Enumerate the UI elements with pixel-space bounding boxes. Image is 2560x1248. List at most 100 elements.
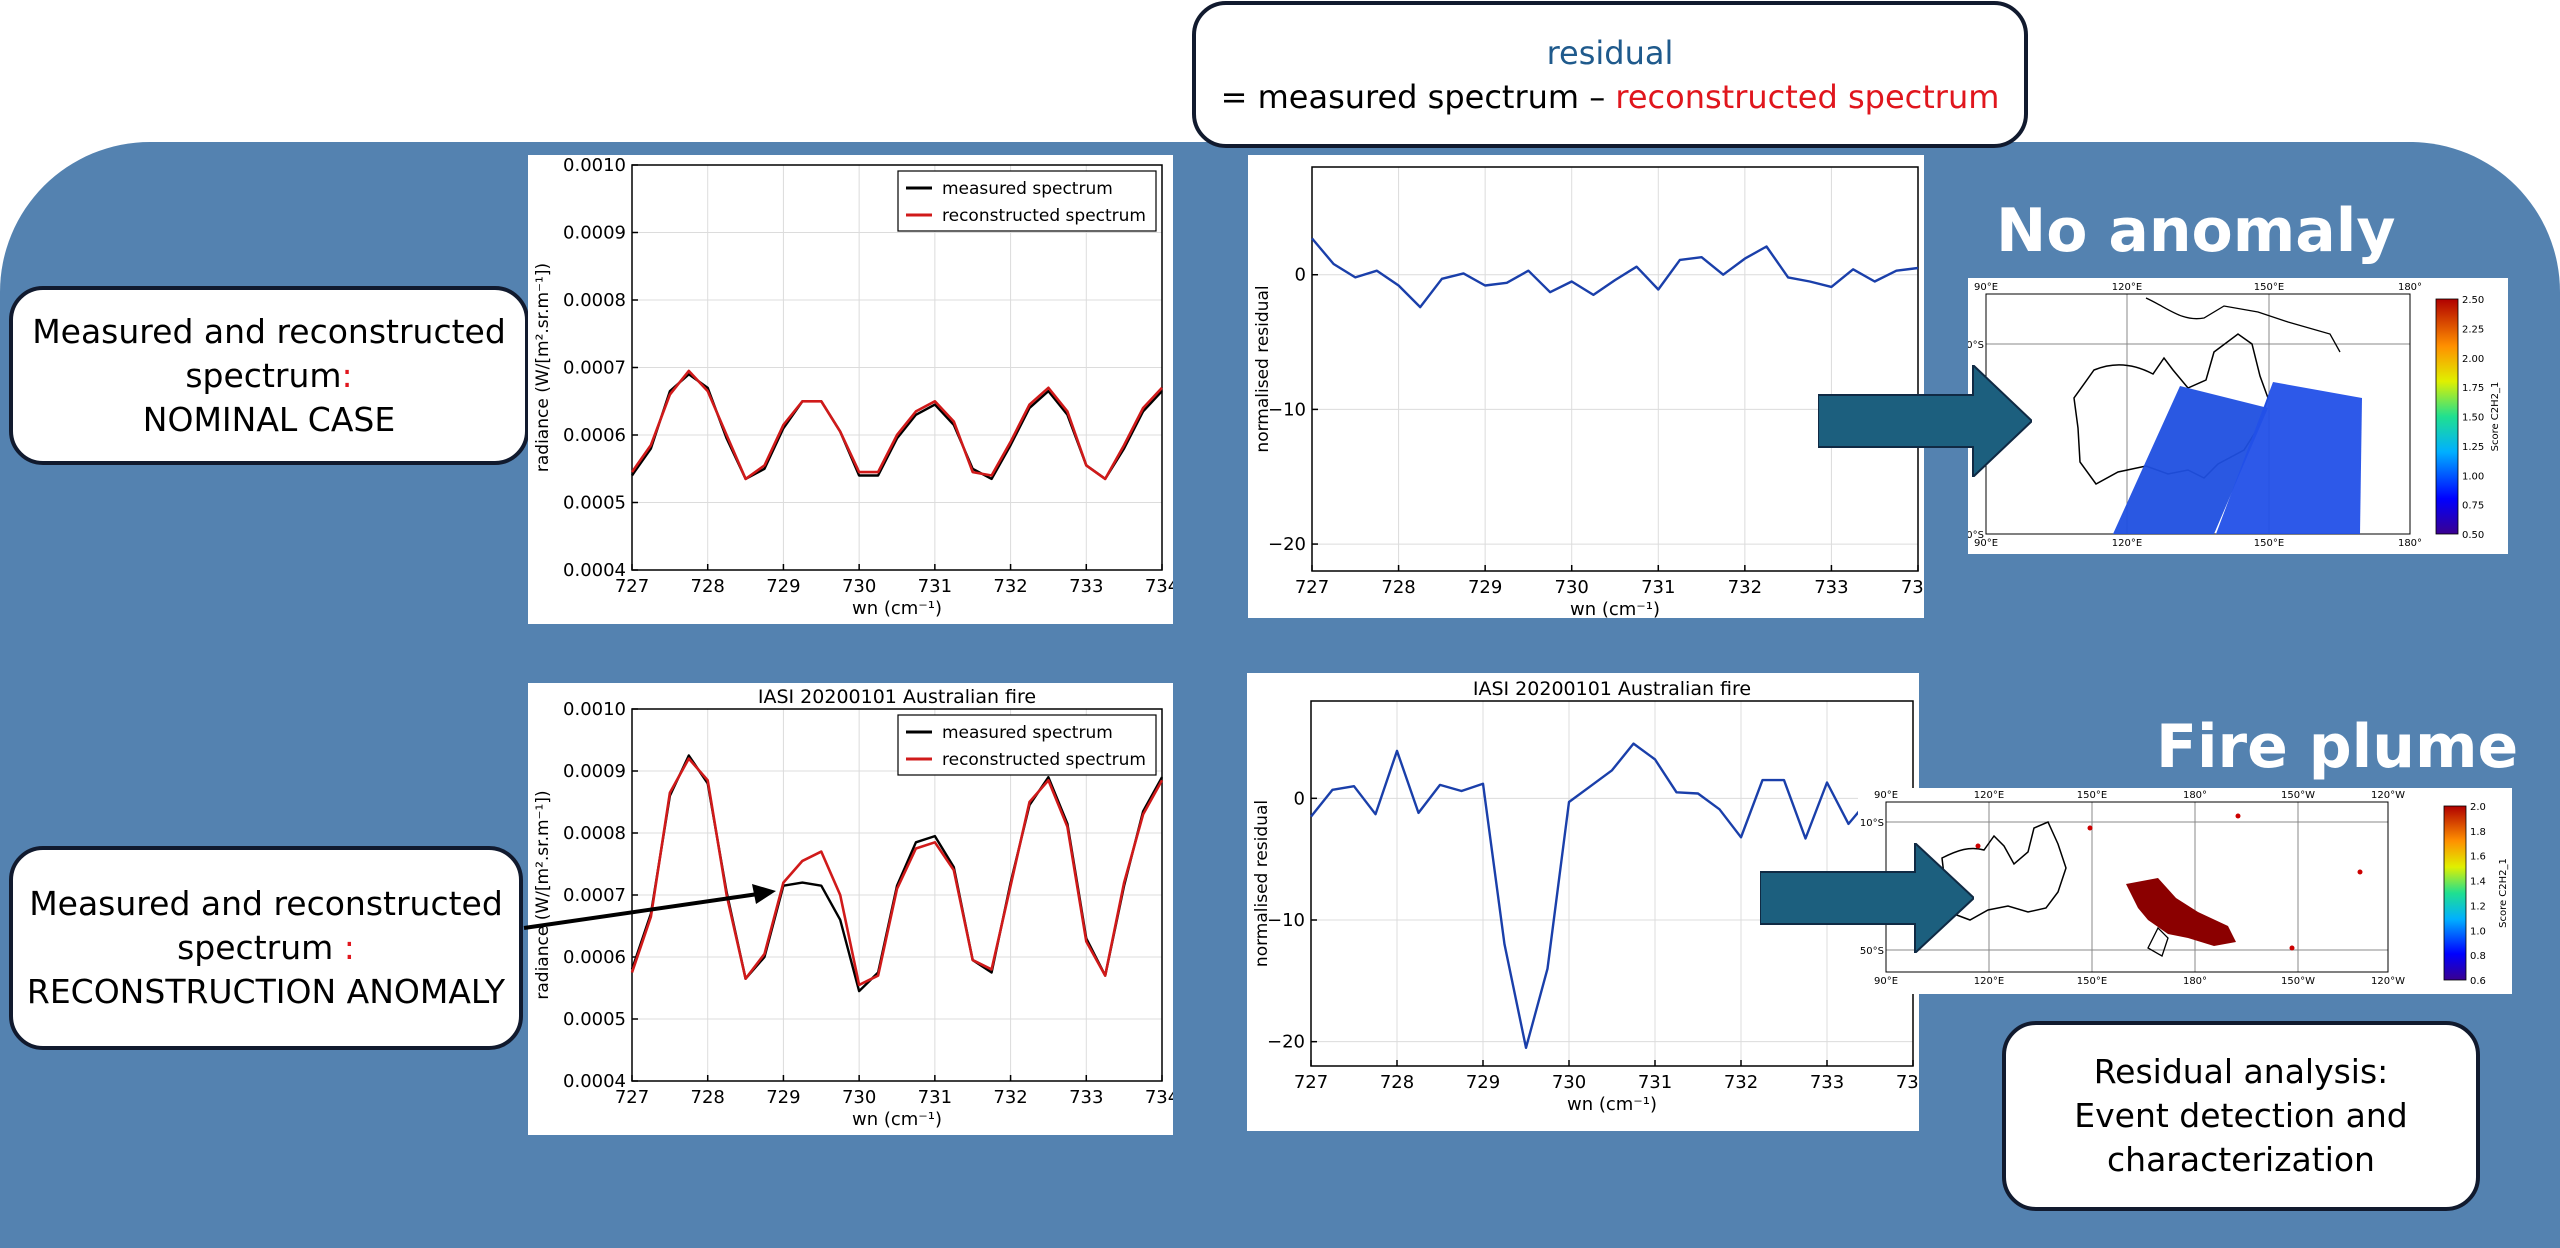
map-lat-label: 10°S bbox=[1968, 340, 1984, 351]
nominal-line2-colon: : bbox=[341, 355, 353, 395]
colorbar-tick-label: 1.2 bbox=[2470, 901, 2486, 912]
plot-frame bbox=[1311, 166, 1919, 572]
legend-label: reconstructed spectrum bbox=[942, 206, 1146, 226]
y-tick-label: 0.0010 bbox=[563, 699, 626, 720]
series-line-residual bbox=[1310, 742, 1914, 1049]
x-tick-label: 732 bbox=[1724, 1072, 1758, 1093]
x-tick-label: 730 bbox=[842, 1087, 876, 1108]
y-tick-label: 0.0004 bbox=[563, 1071, 626, 1092]
colorbar-tick-label: 0.6 bbox=[2470, 976, 2486, 987]
formula-line: = measured spectrum – reconstructed spec… bbox=[1221, 75, 2000, 119]
anomaly-line2-text: spectrum bbox=[177, 928, 344, 967]
legend-label: measured spectrum bbox=[942, 723, 1113, 743]
y-tick-label: 0 bbox=[1295, 265, 1306, 286]
colorbar-tick-label: 0.8 bbox=[2470, 951, 2486, 962]
x-axis-label: wn (cm⁻¹) bbox=[1567, 1094, 1657, 1115]
map-lon-label: 180° bbox=[2183, 976, 2207, 987]
map-lat-label: 50°S bbox=[1968, 530, 1984, 541]
y-tick-label: 0.0005 bbox=[563, 493, 626, 514]
x-tick-label: 731 bbox=[1641, 577, 1675, 598]
y-tick-label: 0.0009 bbox=[563, 761, 626, 782]
series-line-measured-spectrum bbox=[631, 373, 1163, 481]
chart-title: IASI 20200101 Australian fire bbox=[758, 686, 1036, 708]
map-lon-label: 120°E bbox=[1974, 976, 2004, 987]
x-tick-label: 732 bbox=[1728, 577, 1762, 598]
arrow-to-no-anomaly-map bbox=[1818, 365, 2032, 477]
x-tick-label: 733 bbox=[1069, 1087, 1103, 1108]
colorbar-tick-label: 2.0 bbox=[2470, 802, 2486, 813]
x-tick-label: 728 bbox=[1381, 577, 1415, 598]
x-tick-label: 728 bbox=[1380, 1072, 1414, 1093]
no-anomaly-title: No anomaly bbox=[1996, 196, 2396, 266]
new-zealand-coastline bbox=[2147, 926, 2169, 957]
x-tick-label: 730 bbox=[1552, 1072, 1586, 1093]
colorbar-tick-label: 0.50 bbox=[2462, 530, 2484, 541]
pointer-head bbox=[752, 884, 776, 904]
nominal-case-callout: Measured and reconstructed spectrum: NOM… bbox=[9, 286, 529, 465]
legend-box bbox=[897, 170, 1157, 232]
y-tick-label: 0.0007 bbox=[563, 885, 626, 906]
y-tick-label: 0.0008 bbox=[563, 290, 626, 311]
x-tick-label: 732 bbox=[993, 1087, 1027, 1108]
map-lon-label: 150°W bbox=[2281, 976, 2315, 987]
legend-box bbox=[897, 714, 1157, 776]
colorbar-tick-label: 1.00 bbox=[2462, 471, 2484, 482]
anomaly-point bbox=[2235, 813, 2241, 819]
anomaly-line2-colon: : bbox=[343, 928, 355, 967]
nominal-line2-text: spectrum bbox=[185, 355, 342, 395]
anomaly-callout: Measured and reconstructed spectrum : RE… bbox=[9, 846, 523, 1050]
nominal-line3: NOMINAL CASE bbox=[142, 399, 396, 439]
x-axis-label: wn (cm⁻¹) bbox=[852, 1109, 942, 1130]
series-line-reconstructed-spectrum bbox=[630, 757, 1164, 987]
y-tick-label: −20 bbox=[1268, 534, 1306, 555]
x-tick-label: 734 bbox=[1145, 1087, 1173, 1108]
colorbar-tick-label: 1.4 bbox=[2470, 877, 2486, 888]
map-lat-label: 50°S bbox=[1860, 946, 1884, 957]
anomaly-line2: spectrum : bbox=[177, 926, 355, 970]
colorbar-tick-label: 2.25 bbox=[2462, 324, 2484, 335]
colorbar-label: Score C2H2_1 bbox=[2490, 382, 2501, 452]
australia-coastline bbox=[1941, 821, 2067, 921]
residual-nominal-chart: 727 728 729 730 731 732 733 734 −20 −10 0 wn (cm⁻¹)… bbox=[1248, 155, 1924, 618]
x-tick-label: 730 bbox=[1555, 577, 1589, 598]
x-tick-label: 728 bbox=[691, 576, 725, 597]
arrow-shape bbox=[1818, 365, 2032, 477]
x-tick-label: 731 bbox=[1638, 1072, 1672, 1093]
y-tick-label: −10 bbox=[1268, 399, 1306, 420]
map-lon-label: 180° bbox=[2398, 538, 2422, 549]
spectrum-fire-svg: IASI 20200101 Australian fire 727 728 729 73… bbox=[533, 686, 1173, 1130]
y-axis-label: radiance (W/[m².sr.m⁻¹]) bbox=[533, 263, 553, 472]
x-tick-label: 727 bbox=[615, 1087, 649, 1108]
residual-formula-box: residual = measured spectrum – reconstru… bbox=[1192, 1, 2028, 148]
residual-analysis-line2: Event detection and bbox=[2074, 1096, 2408, 1135]
x-tick-label: 731 bbox=[918, 576, 952, 597]
x-axis-label: wn (cm⁻¹) bbox=[852, 598, 942, 619]
colorbar bbox=[2435, 298, 2459, 535]
australia-coastline bbox=[2073, 333, 2269, 485]
colorbar bbox=[2443, 805, 2467, 981]
series-line-residual bbox=[1311, 237, 1919, 309]
colorbar-tick-label: 1.50 bbox=[2462, 413, 2484, 424]
y-tick-label: 0.0007 bbox=[563, 358, 626, 379]
y-tick-label: 0 bbox=[1294, 788, 1305, 809]
x-tick-label: 731 bbox=[918, 1087, 952, 1108]
y-tick-label: 0.0009 bbox=[563, 223, 626, 244]
y-tick-label: 0.0006 bbox=[563, 425, 626, 446]
y-tick-label: 0.0005 bbox=[563, 1009, 626, 1030]
legend-label: measured spectrum bbox=[942, 179, 1113, 199]
x-tick-label: 727 bbox=[1294, 1072, 1328, 1093]
map-lon-label: 120°E bbox=[2112, 282, 2142, 293]
y-tick-label: 0.0008 bbox=[563, 823, 626, 844]
colorbar-tick-label: 1.25 bbox=[2462, 442, 2484, 453]
anomaly-line3: RECONSTRUCTION ANOMALY bbox=[26, 972, 506, 1011]
plot-frame bbox=[631, 708, 1163, 1082]
satellite-swath bbox=[2216, 382, 2362, 534]
residual-term: residual bbox=[1546, 33, 1674, 72]
no-anomaly-map: 90°E 90°E 120°E 120°E 150°E 150°E 180° 180° 10°S… bbox=[1960, 278, 2508, 554]
pointer-line bbox=[523, 892, 759, 930]
map-lon-label: 150°E bbox=[2077, 790, 2107, 801]
x-tick-label: 729 bbox=[1468, 577, 1502, 598]
map-lon-label: 90°E bbox=[1974, 538, 1998, 549]
x-tick-label: 729 bbox=[1466, 1072, 1500, 1093]
colorbar-label: Score C2H2_1 bbox=[2498, 858, 2509, 928]
